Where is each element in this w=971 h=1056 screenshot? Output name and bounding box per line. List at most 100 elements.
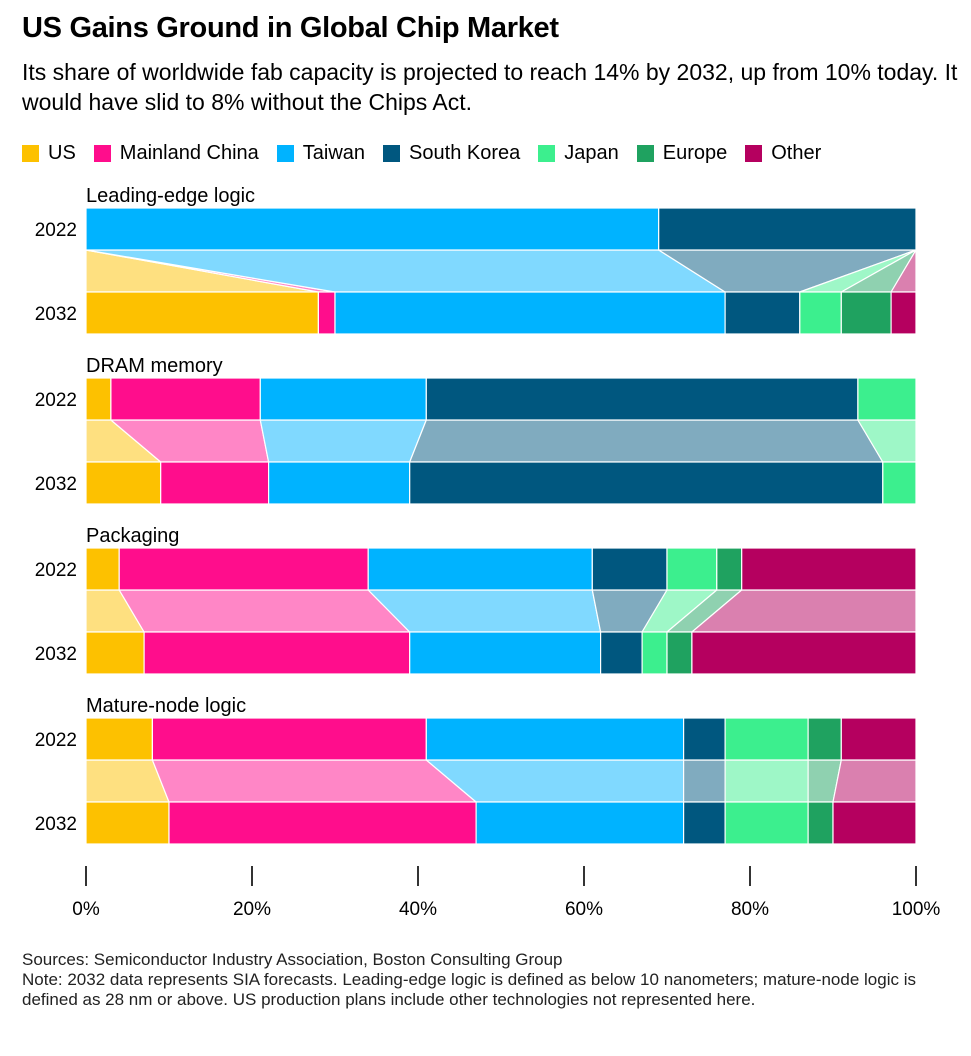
bar-segment xyxy=(151,717,427,761)
bar-segment xyxy=(85,461,162,505)
bar-segment xyxy=(409,461,884,505)
legend-swatch xyxy=(276,145,294,162)
x-tick-label: 40% xyxy=(399,899,437,920)
bar-segment xyxy=(599,631,643,675)
bar-segment xyxy=(840,291,892,335)
bar-segment xyxy=(658,207,917,251)
bar-segment xyxy=(118,547,369,591)
group-title: DRAM memory xyxy=(86,355,223,377)
year-label: 2032 xyxy=(35,814,77,835)
connector-band xyxy=(366,589,602,633)
bar-segment xyxy=(168,801,477,845)
bar-segment xyxy=(85,631,145,675)
connector-band xyxy=(259,419,428,463)
bar-segment xyxy=(832,801,917,845)
legend: US Mainland China Taiwan South Korea Jap… xyxy=(22,142,839,165)
x-tick-label: 80% xyxy=(731,899,769,920)
legend-swatch xyxy=(538,145,556,162)
connector-band xyxy=(151,759,478,803)
year-label: 2032 xyxy=(35,474,77,495)
x-tick-label: 20% xyxy=(233,899,271,920)
group-title: Leading-edge logic xyxy=(86,185,255,207)
bar-segment xyxy=(143,631,411,675)
bar-segment xyxy=(160,461,270,505)
legend-item-japan: Japan xyxy=(538,142,619,165)
chart-footer: Sources: Semiconductor Industry Associat… xyxy=(22,950,952,1010)
bar-segment xyxy=(724,291,801,335)
group-title: Mature-node logic xyxy=(86,695,246,717)
legend-swatch xyxy=(383,145,401,162)
legend-label: South Korea xyxy=(409,142,521,164)
stacked-bar-chart: Leading-edge logic 2022 2032 DRAM memory 202… xyxy=(35,185,941,920)
year-label: 2022 xyxy=(35,220,77,241)
bar-segment xyxy=(85,801,170,845)
bar-segment xyxy=(807,717,842,761)
connector-band xyxy=(118,589,412,633)
legend-swatch xyxy=(636,145,654,162)
x-tick-label: 60% xyxy=(565,899,603,920)
group-title: Packaging xyxy=(86,525,179,547)
bar-segment xyxy=(85,207,660,251)
bar-segment xyxy=(591,547,668,591)
year-label: 2022 xyxy=(35,730,77,751)
bar-segment xyxy=(85,377,112,421)
bar-segment xyxy=(85,717,154,761)
bar-segment xyxy=(425,717,685,761)
sources-note: Sources: Semiconductor Industry Associat… xyxy=(22,950,563,969)
bar-segment xyxy=(724,717,809,761)
bar-segment xyxy=(724,801,809,845)
connector-band xyxy=(682,759,726,803)
legend-item-us: US xyxy=(22,142,76,165)
year-label: 2022 xyxy=(35,390,77,411)
legend-label: Europe xyxy=(662,142,728,164)
bar-segment xyxy=(666,547,718,591)
chart-subtitle: Its share of worldwide fab capacity is p… xyxy=(22,59,958,115)
bar-segment xyxy=(317,291,336,335)
legend-item-mainland-china: Mainland China xyxy=(93,142,259,165)
x-tick-label: 100% xyxy=(892,899,941,920)
x-tick-label: 0% xyxy=(72,899,100,920)
legend-item-taiwan: Taiwan xyxy=(276,142,366,165)
year-label: 2032 xyxy=(35,304,77,325)
bar-segment xyxy=(716,547,743,591)
bar-segment xyxy=(682,801,726,845)
legend-item-other: Other xyxy=(745,142,821,165)
legend-label: Taiwan xyxy=(302,142,366,164)
bar-segment xyxy=(425,377,859,421)
bar-segment xyxy=(741,547,917,591)
bar-segment xyxy=(807,801,834,845)
bar-segment xyxy=(367,547,593,591)
connector-band xyxy=(724,759,809,803)
legend-item-south-korea: South Korea xyxy=(383,142,520,165)
connector-band xyxy=(832,759,917,803)
bar-segment xyxy=(409,631,602,675)
legend-label: Other xyxy=(771,142,822,164)
footnote: Note: 2032 data represents SIA forecasts… xyxy=(22,970,916,1009)
connector-band xyxy=(408,419,884,463)
year-label: 2032 xyxy=(35,644,77,665)
bar-segment xyxy=(334,291,726,335)
bar-segment xyxy=(882,461,917,505)
bar-segment xyxy=(857,377,917,421)
year-label: 2022 xyxy=(35,560,77,581)
bar-segment xyxy=(85,291,319,335)
bar-segment xyxy=(799,291,842,335)
bar-segment xyxy=(682,717,726,761)
bar-segment xyxy=(641,631,668,675)
bar-segment xyxy=(691,631,917,675)
legend-swatch xyxy=(22,145,39,162)
bar-segment xyxy=(259,377,427,421)
legend-label: US xyxy=(48,142,76,164)
bar-segment xyxy=(475,801,685,845)
legend-label: Japan xyxy=(564,142,619,164)
bar-segment xyxy=(890,291,917,335)
bar-segment xyxy=(110,377,261,421)
chart-title: US Gains Ground in Global Chip Market xyxy=(22,12,559,44)
legend-label: Mainland China xyxy=(119,142,259,164)
legend-item-europe: Europe xyxy=(636,142,728,165)
legend-swatch xyxy=(745,145,763,162)
legend-swatch xyxy=(93,145,111,162)
bar-segment xyxy=(840,717,917,761)
bar-segment xyxy=(85,547,120,591)
bar-segment xyxy=(666,631,693,675)
